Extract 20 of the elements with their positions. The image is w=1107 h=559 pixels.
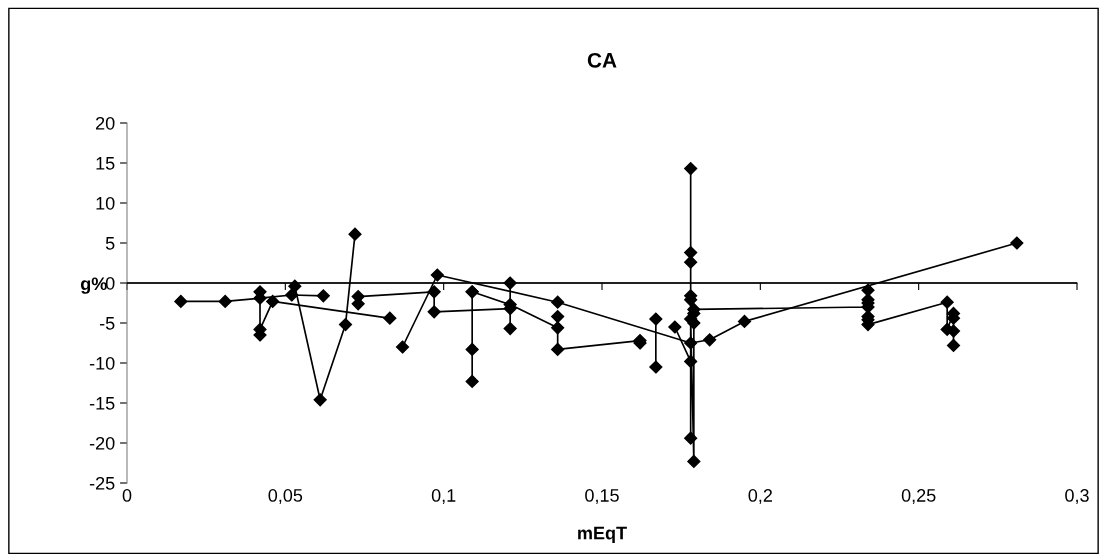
x-tick-label: 0,15: [585, 489, 619, 504]
y-tick-label: 10: [96, 196, 115, 210]
x-tick-label: 0,3: [1065, 489, 1089, 504]
x-tick-label: 0,1: [431, 489, 456, 504]
y-tick-label: -10: [89, 356, 115, 370]
y-tick-label: -25: [89, 476, 115, 490]
y-tick-label: 5: [105, 237, 115, 250]
y-tick-label: 0: [105, 276, 115, 290]
y-tick-label: -15: [89, 397, 115, 410]
chart-title: CA: [587, 52, 617, 68]
y-tick-label: -20: [89, 436, 115, 450]
x-tick-label: 0,05: [268, 489, 303, 504]
x-tick-label: 0: [122, 489, 132, 502]
y-tick-label: 15: [96, 157, 115, 170]
x-axis-title: mEqT: [578, 526, 627, 544]
x-tick-label: 0,25: [901, 489, 936, 504]
y-tick-label: 20: [96, 116, 115, 130]
y-axis-title: g%: [80, 277, 107, 294]
x-tick-label: 0,2: [748, 489, 772, 504]
y-tick-label: -5: [99, 317, 115, 330]
